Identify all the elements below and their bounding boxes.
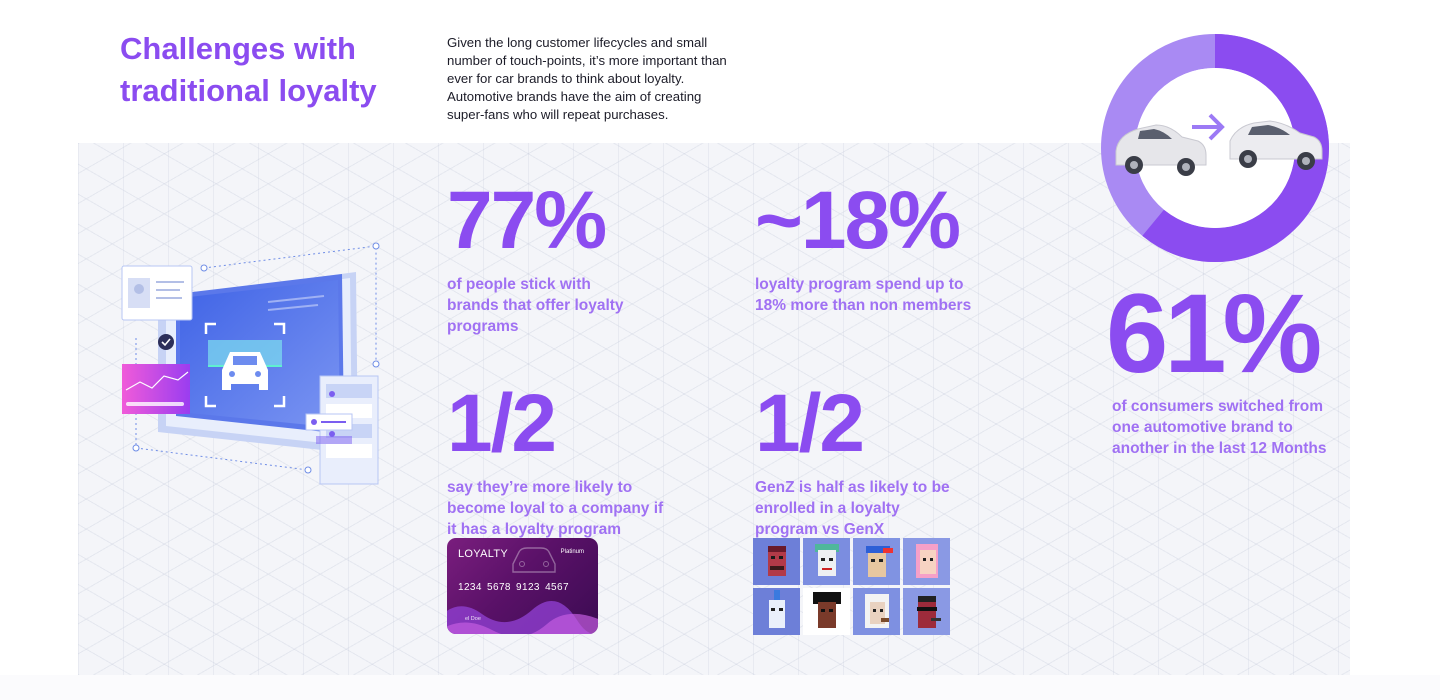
car-recognition-illustration (121, 242, 380, 485)
pixel-avatar-5 (753, 588, 800, 635)
arrow-right-icon (1192, 113, 1225, 141)
card-wave-decoration (447, 601, 598, 634)
car-right-icon (1229, 120, 1323, 170)
stat-description: GenZ is half as likely to be enrolled in… (755, 479, 950, 538)
stat-description: say they’re more likely to become loyal … (447, 479, 664, 538)
stat-77-percent: 77% of people stick with brands that off… (447, 180, 627, 337)
card-title: LOYALTY (458, 548, 508, 560)
stat-value: ~18% (755, 175, 961, 266)
page-title: Challenges with traditional loyalty (120, 31, 377, 108)
stat-value: 1/2 (755, 378, 865, 469)
stat-half-loyal: 1/2 say they’re more likely to become lo… (447, 383, 667, 540)
pixel-avatar-8 (903, 588, 950, 635)
stat-value: 1/2 (447, 378, 557, 469)
pixel-avatar-3 (853, 538, 900, 585)
card-number: 1234 5678 9123 4567 (458, 582, 569, 593)
stat-value: 61% (1106, 271, 1322, 396)
car-left-icon (1115, 124, 1207, 176)
stat-61-percent: 61% of consumers switched from one autom… (1106, 278, 1342, 459)
donut-center (1135, 68, 1295, 228)
pixel-avatar-7 (853, 588, 900, 635)
pixel-avatar-6 (803, 588, 850, 635)
stat-value: 77% (447, 175, 607, 266)
bottom-band (0, 675, 1440, 700)
card-holder: el Doe (465, 616, 481, 622)
loyalty-card: LOYALTY Platinum 1234 5678 9123 4567 el … (447, 538, 598, 634)
stat-description: of consumers switched from one automotiv… (1112, 398, 1327, 457)
stat-half-genz: 1/2 GenZ is half as likely to be enrolle… (755, 383, 955, 540)
donut-highlight-arc (1142, 34, 1329, 262)
car-outline-icon (512, 547, 556, 573)
card-tier: Platinum (560, 549, 584, 555)
intro-paragraph: Given the long customer lifecycles and s… (447, 35, 727, 122)
switching-donut-chart (1101, 34, 1329, 262)
stat-description: of people stick with brands that offer l… (447, 276, 624, 335)
pixel-avatar-4 (903, 538, 950, 585)
stat-description: loyalty program spend up to 18% more tha… (755, 276, 972, 314)
stat-18-percent: ~18% loyalty program spend up to 18% mor… (755, 180, 995, 316)
pixel-avatar-1 (753, 538, 800, 585)
pixel-avatar-2 (803, 538, 850, 585)
avatar-grid (753, 538, 951, 635)
